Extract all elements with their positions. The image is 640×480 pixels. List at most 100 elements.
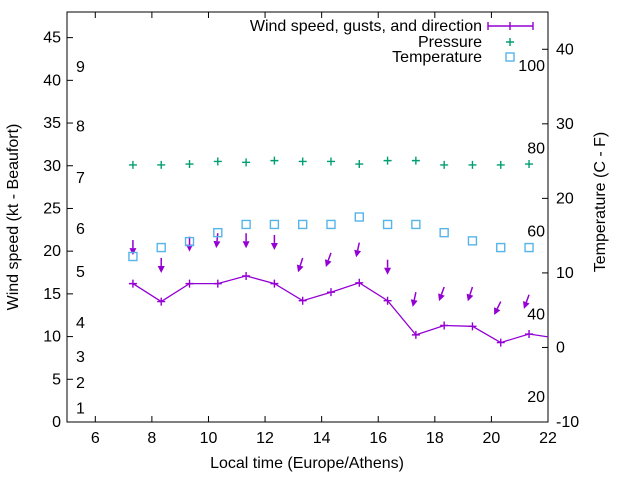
gust-arrow-head xyxy=(157,266,165,273)
gust-arrow-shaft xyxy=(469,286,474,295)
beaufort-label: 1 xyxy=(76,400,85,417)
gust-arrow-shaft xyxy=(525,294,530,303)
y-right-tick-label: 30 xyxy=(556,116,574,133)
y-left-tick-label: 15 xyxy=(43,286,61,303)
wind-speed-point xyxy=(298,296,307,305)
fahrenheit-label: 40 xyxy=(527,306,545,323)
y-left-tick-label: 25 xyxy=(43,200,61,217)
temperature-point xyxy=(184,236,195,247)
gust-arrow-head xyxy=(384,267,392,275)
x-tick-label: 22 xyxy=(539,430,557,447)
legend-square-marker xyxy=(505,52,515,62)
wind-speed-point xyxy=(355,278,364,287)
x-tick-label: 8 xyxy=(147,430,156,447)
y-right-axis-label: Temperature (C - F) xyxy=(592,132,609,272)
gust-arrow-shaft xyxy=(299,257,304,266)
wind-speed-point xyxy=(213,279,222,288)
wind-speed-point xyxy=(496,338,505,347)
pressure-point xyxy=(440,160,449,169)
temperature-point xyxy=(241,219,251,230)
pressure-point xyxy=(525,160,534,169)
x-tick-label: 18 xyxy=(426,430,444,447)
gust-arrow-shaft xyxy=(440,286,445,295)
gust-arrow-shaft xyxy=(496,301,502,310)
gust-arrow-head xyxy=(213,240,221,249)
legend-label: Temperature xyxy=(392,49,482,66)
fahrenheit-label: 80 xyxy=(527,141,545,158)
gust-arrow-head xyxy=(523,301,530,309)
y-left-tick-label: 20 xyxy=(43,243,61,260)
temperature-point xyxy=(411,219,421,230)
y-left-tick-label: 35 xyxy=(43,115,61,132)
temperature-point xyxy=(496,242,506,253)
y-right-tick-label: 10 xyxy=(556,265,574,282)
beaufort-label: 8 xyxy=(76,119,85,136)
temperature-point xyxy=(382,219,393,230)
y-left-tick-label: 45 xyxy=(43,30,61,47)
wind-speed-point xyxy=(525,330,534,339)
gust-arrow-head xyxy=(410,299,418,307)
beaufort-label: 6 xyxy=(76,221,85,238)
fahrenheit-label: 20 xyxy=(527,389,545,406)
wind-speed-point xyxy=(157,297,166,306)
beaufort-label: 9 xyxy=(76,59,85,76)
pressure-point xyxy=(496,160,505,169)
gust-arrow-shaft xyxy=(413,292,417,301)
y-right-tick-label: 40 xyxy=(556,41,574,58)
pressure-point xyxy=(128,160,137,169)
temperature-point xyxy=(213,227,223,238)
y-left-tick-label: 10 xyxy=(43,329,61,346)
beaufort-label: 2 xyxy=(76,375,85,392)
legend-label: Pressure xyxy=(418,34,482,51)
x-tick-label: 20 xyxy=(483,430,501,447)
temperature-point xyxy=(439,227,449,238)
pressure-point xyxy=(326,157,335,166)
pressure-point xyxy=(298,157,307,166)
temperature-point xyxy=(156,242,166,253)
y-right-tick-label: 0 xyxy=(556,339,565,356)
y-left-tick-label: 0 xyxy=(52,414,61,431)
wind-speed-point xyxy=(128,279,137,288)
gust-arrow-head xyxy=(242,241,250,249)
x-tick-label: 10 xyxy=(200,430,218,447)
pressure-point xyxy=(355,160,364,169)
gust-arrow-head xyxy=(494,307,501,316)
series-layer xyxy=(128,156,548,347)
pressure-point xyxy=(242,158,251,167)
temperature-point xyxy=(269,219,280,230)
beaufort-label: 3 xyxy=(76,349,85,366)
y-left-axis-label: Wind speed (kt - Beaufort) xyxy=(5,124,22,311)
temperature-point xyxy=(326,219,336,230)
y-left-tick-label: 30 xyxy=(43,158,61,175)
wind-speed-point xyxy=(468,322,477,331)
beaufort-label: 5 xyxy=(76,264,85,281)
plot-border xyxy=(66,11,549,423)
pressure-point xyxy=(157,160,166,169)
pressure-point xyxy=(270,156,279,165)
y-right-tick-label: -10 xyxy=(556,414,579,431)
wind-speed-point xyxy=(270,279,279,288)
x-axis-label: Local time (Europe/Athens) xyxy=(210,455,404,472)
y-right-tick-label: 20 xyxy=(556,190,574,207)
pressure-point xyxy=(468,160,477,169)
fahrenheit-label: 60 xyxy=(527,223,545,240)
pressure-point xyxy=(411,156,420,165)
gust-arrow-head xyxy=(324,259,332,267)
y-left-tick-label: 5 xyxy=(52,371,61,388)
gust-arrow-head xyxy=(129,248,137,256)
beaufort-label: 7 xyxy=(76,170,85,187)
gust-arrow-shaft xyxy=(356,242,361,251)
temperature-point xyxy=(354,212,364,222)
y-left-tick-label: 40 xyxy=(43,72,61,89)
pressure-point xyxy=(213,157,222,166)
x-tick-label: 16 xyxy=(369,430,387,447)
wind-speed-point xyxy=(383,296,392,305)
wind-speed-point xyxy=(326,288,335,297)
legend-plus-marker xyxy=(506,38,514,46)
temperature-point xyxy=(128,251,138,262)
x-tick-label: 14 xyxy=(313,430,331,447)
gust-arrow-head xyxy=(296,264,304,273)
wind-speed-point xyxy=(440,321,449,330)
